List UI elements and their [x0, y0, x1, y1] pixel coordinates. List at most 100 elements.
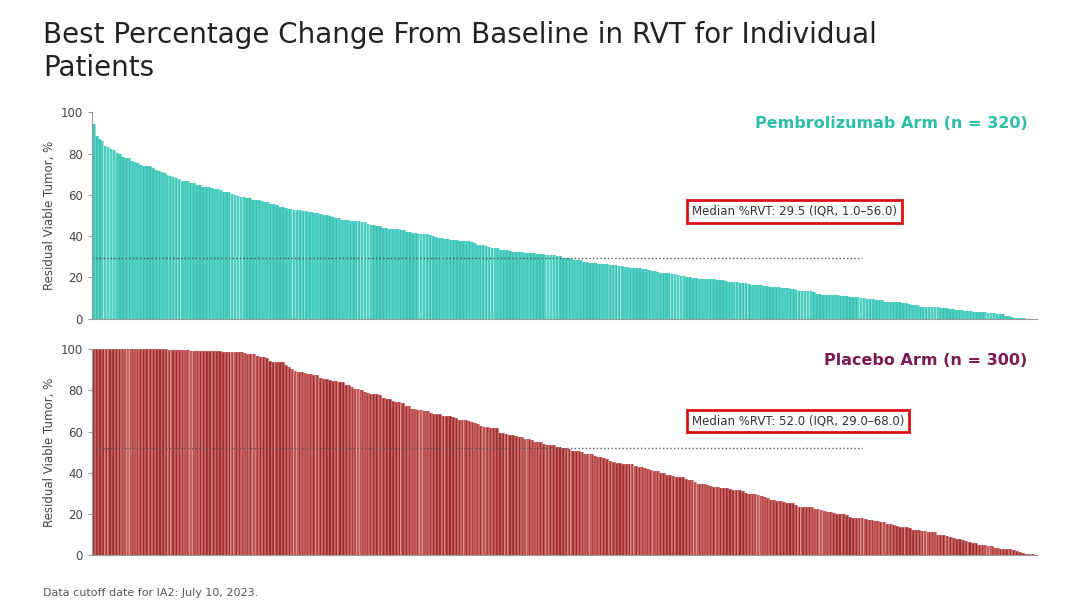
Bar	[759, 497, 762, 555]
Bar	[868, 299, 872, 319]
Bar	[782, 502, 785, 555]
Bar	[716, 487, 718, 555]
Bar	[325, 215, 328, 319]
Bar	[175, 178, 177, 319]
Bar	[164, 350, 167, 555]
Bar	[505, 250, 508, 319]
Bar	[281, 207, 284, 319]
Bar	[325, 379, 328, 555]
Bar	[353, 388, 356, 555]
Bar	[262, 357, 265, 555]
Bar	[659, 273, 662, 319]
Bar	[813, 509, 816, 555]
Bar	[889, 524, 892, 555]
Bar	[249, 354, 253, 555]
Bar	[264, 202, 266, 319]
Bar	[908, 528, 910, 555]
Bar	[1022, 554, 1024, 555]
Bar	[687, 480, 690, 555]
Bar	[225, 351, 227, 555]
Bar	[281, 207, 284, 319]
Bar	[993, 313, 996, 319]
Bar	[501, 433, 504, 555]
Bar	[160, 172, 163, 319]
Bar	[665, 475, 669, 555]
Bar	[151, 168, 153, 319]
Bar	[562, 448, 564, 555]
Bar	[924, 307, 928, 319]
Bar	[573, 260, 576, 319]
Bar	[919, 307, 921, 319]
Bar	[107, 147, 109, 319]
Bar	[476, 424, 480, 555]
Bar	[127, 158, 130, 319]
Bar	[334, 219, 337, 319]
Bar	[532, 442, 536, 555]
Bar	[754, 285, 756, 319]
Bar	[483, 427, 485, 555]
Bar	[177, 179, 180, 319]
Bar	[145, 166, 148, 319]
Bar	[977, 544, 980, 555]
Bar	[322, 215, 325, 319]
Bar	[766, 287, 768, 319]
Bar	[698, 279, 700, 319]
Bar	[552, 445, 555, 555]
Bar	[889, 302, 892, 319]
Bar	[284, 365, 287, 555]
Bar	[199, 351, 202, 555]
Bar	[499, 250, 502, 319]
Bar	[218, 351, 220, 555]
Bar	[445, 416, 447, 555]
Bar	[461, 241, 463, 319]
Bar	[759, 285, 762, 319]
Bar	[541, 254, 543, 319]
Bar	[337, 219, 340, 319]
Bar	[946, 537, 948, 555]
Bar	[946, 537, 948, 555]
Bar	[434, 237, 437, 319]
Bar	[690, 480, 693, 555]
Bar	[914, 530, 917, 555]
Bar	[455, 418, 457, 555]
Bar	[933, 307, 936, 319]
Bar	[638, 268, 640, 319]
Bar	[180, 350, 183, 555]
Bar	[399, 229, 402, 319]
Bar	[684, 479, 687, 555]
Bar	[102, 349, 105, 555]
Bar	[444, 239, 446, 319]
Bar	[914, 530, 917, 555]
Bar	[923, 532, 927, 555]
Bar	[675, 477, 677, 555]
Bar	[943, 535, 945, 555]
Bar	[963, 311, 966, 319]
Bar	[256, 356, 258, 555]
Bar	[384, 399, 388, 555]
Bar	[800, 291, 804, 319]
Text: Placebo Arm (n = 300): Placebo Arm (n = 300)	[824, 353, 1027, 368]
Bar	[731, 490, 734, 555]
Bar	[146, 349, 148, 555]
Bar	[189, 183, 192, 319]
Bar	[287, 367, 291, 555]
Bar	[453, 240, 455, 319]
Bar	[172, 177, 174, 319]
Bar	[297, 372, 299, 555]
Bar	[635, 268, 638, 319]
Bar	[328, 380, 332, 555]
Bar	[872, 299, 875, 319]
Bar	[397, 402, 401, 555]
Bar	[835, 514, 838, 555]
Y-axis label: Residual Viable Tumor, %: Residual Viable Tumor, %	[43, 141, 56, 290]
Bar	[646, 469, 649, 555]
Bar	[373, 394, 375, 555]
Bar	[172, 177, 174, 319]
Bar	[117, 349, 120, 555]
Bar	[570, 450, 573, 555]
Bar	[842, 296, 845, 319]
Bar	[195, 351, 199, 555]
Bar	[688, 277, 691, 319]
Bar	[951, 538, 955, 555]
Bar	[422, 411, 426, 555]
